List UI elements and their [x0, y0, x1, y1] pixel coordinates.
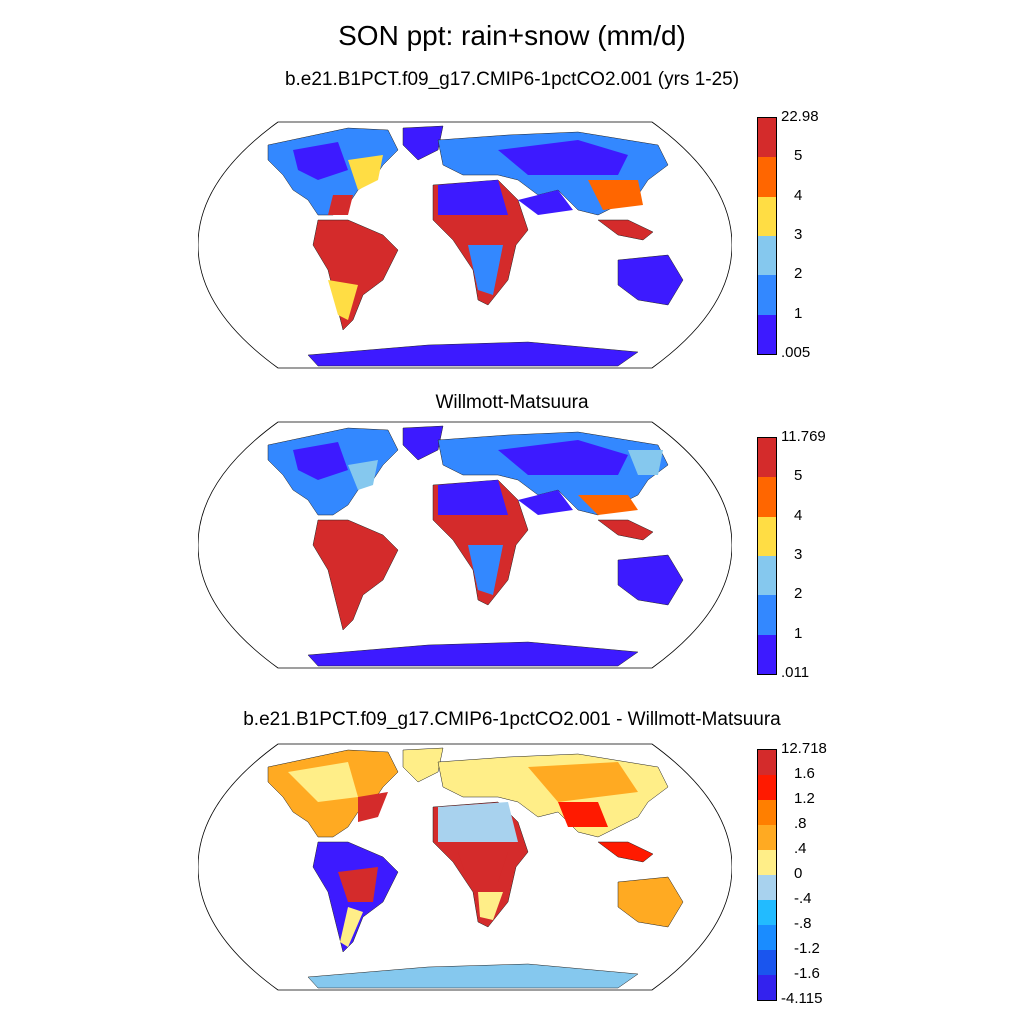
map-1-land-southAmerica: [312, 219, 399, 331]
map-2-precip-patch: [578, 495, 638, 515]
colorbar-3-segment: [758, 800, 776, 825]
colorbar-3-segment: [758, 900, 776, 925]
colorbar-3-tick-label: 0: [794, 865, 803, 882]
colorbar-1-segment: [758, 275, 776, 315]
colorbar-3-tick-label: 1.6: [794, 765, 815, 782]
colorbar-1-segment: [758, 118, 776, 158]
map-1-precip-patch: [348, 155, 383, 190]
map-1-precip-patch: [498, 140, 628, 175]
map-2-precip-patch: [468, 545, 503, 595]
colorbar-2-segment: [758, 555, 776, 596]
colorbar-2-tick-label: 4: [794, 506, 803, 524]
colorbar-2-tick-label: 3: [794, 546, 803, 563]
colorbar-1-segment: [758, 196, 776, 236]
map-3-precip-patch: [438, 802, 518, 842]
map-3-precip-patch: [458, 852, 508, 882]
map-2-precip-patch: [438, 480, 508, 515]
map-1-precip-patch: [588, 180, 643, 210]
colorbar-3-tick-label: -4.115: [781, 990, 823, 1007]
colorbar-1-segment: [758, 314, 776, 354]
map-1-precip-patch: [468, 245, 503, 295]
colorbar-2-tick-label: 5: [794, 467, 803, 485]
colorbar-2-tick-label: 2: [794, 585, 803, 603]
map-3-precip-patch: [288, 762, 358, 802]
colorbar-3-tick-label: -1.2: [794, 940, 820, 957]
colorbar-3-tick-label: .4: [794, 840, 807, 857]
colorbar-1-tick-label: 2: [794, 265, 803, 283]
map-2-land-australia: [617, 554, 684, 606]
map-2-land-seAsia: [597, 519, 654, 541]
panel-2-title: Willmott-Matsuura: [435, 392, 589, 413]
map-1-precip-patch: [328, 195, 353, 215]
map-3-land-antarctica: [307, 963, 639, 989]
colorbar-2-segment: [758, 477, 776, 517]
map-3-land-greenland: [402, 747, 444, 783]
colorbar-3-tick-label: -1.6: [794, 965, 820, 982]
map-3-land-seAsia: [597, 841, 654, 863]
map-2-precip-patch: [293, 442, 348, 480]
map-1-land-australia: [617, 254, 684, 306]
colorbar-3-segment: [758, 875, 776, 900]
main-title: SON ppt: rain+snow (mm/d): [338, 20, 686, 51]
colorbar-3-segment: [758, 975, 776, 1000]
colorbar-3-tick-label: -.8: [794, 915, 812, 932]
map-panel-3: [198, 743, 732, 991]
colorbar-1-segment: [758, 157, 776, 197]
colorbar-1-tick-label: 1: [794, 304, 803, 322]
map-1-precip-patch: [518, 190, 573, 215]
map-2-precip-patch: [498, 440, 628, 475]
colorbar-3-tick-label: -.4: [794, 890, 812, 907]
map-3-precip-patch: [558, 802, 608, 827]
map-2-precip-patch: [518, 490, 573, 515]
colorbar-2-tick-label: 1: [794, 624, 803, 642]
colorbar-3-tick-label: 12.718: [781, 740, 827, 757]
colorbar-3-segment: [758, 850, 776, 875]
colorbar-3-tick-label: .8: [794, 815, 807, 832]
map-3-precip-patch: [340, 907, 363, 947]
colorbar-1-tick-label: 3: [794, 226, 803, 243]
colorbar-1-tick-label: .005: [781, 344, 811, 361]
colorbar-3-segment: [758, 775, 776, 800]
map-1-land-greenland: [402, 125, 444, 161]
colorbar-3-segment: [758, 925, 776, 950]
map-1-precip-patch: [438, 180, 508, 215]
panel-1-title: b.e21.B1PCT.f09_g17.CMIP6-1pctCO2.001 (y…: [284, 69, 740, 90]
colorbar-3: [757, 749, 777, 1001]
map-2-land-antarctica: [307, 641, 639, 667]
colorbar-1-tick-label: 4: [794, 186, 803, 204]
map-1-precip-patch: [293, 142, 348, 180]
map-2-land-greenland: [402, 425, 444, 461]
colorbar-1: [757, 117, 777, 355]
map-1-land-seAsia: [597, 219, 654, 241]
colorbar-2-tick-label: .011: [781, 664, 810, 681]
colorbar-3-segment: [758, 825, 776, 850]
colorbar-2-segment: [758, 634, 776, 674]
colorbar-1-segment: [758, 235, 776, 276]
map-2-land-southAmerica: [312, 519, 399, 631]
colorbar-2-tick-label: 11.769: [781, 428, 826, 445]
map-panel-2: [198, 421, 732, 669]
colorbar-3-segment: [758, 750, 776, 775]
map-3-land-australia: [617, 876, 684, 928]
map-3-precip-patch: [358, 792, 388, 822]
map-3-precip-patch: [338, 867, 378, 902]
colorbar-1-tick-label: 5: [794, 147, 803, 165]
map-2-precip-patch: [628, 450, 663, 475]
map-3-precip-patch: [528, 762, 638, 802]
colorbar-2-segment: [758, 516, 776, 556]
map-3-precip-patch: [478, 892, 503, 920]
map-panel-1: [198, 121, 732, 369]
colorbar-2: [757, 437, 777, 675]
colorbar-3-tick-label: 1.2: [794, 790, 815, 807]
colorbar-2-segment: [758, 438, 776, 478]
map-2-precip-patch: [348, 460, 378, 490]
colorbar-2-segment: [758, 595, 776, 635]
panel-3-title: b.e21.B1PCT.f09_g17.CMIP6-1pctCO2.001 - …: [243, 709, 781, 730]
colorbar-1-tick-label: 22.98: [781, 108, 819, 125]
map-1-precip-patch: [328, 280, 358, 320]
colorbar-3-segment: [758, 950, 776, 975]
map-1-land-antarctica: [307, 341, 639, 367]
